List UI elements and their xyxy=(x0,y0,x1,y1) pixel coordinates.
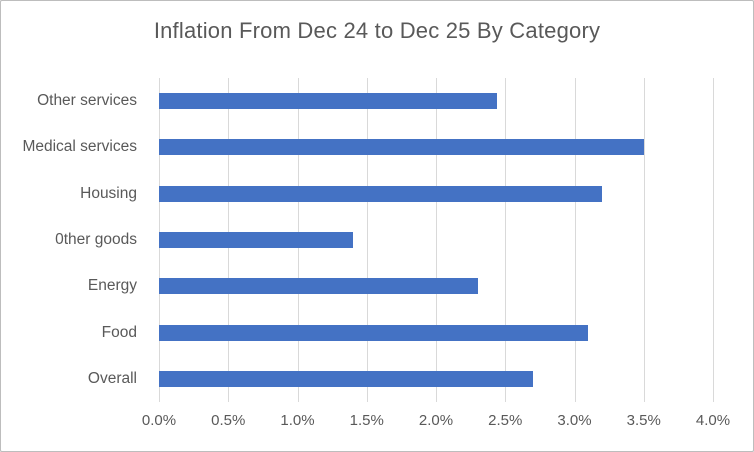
gridline xyxy=(505,78,507,402)
bar xyxy=(159,139,644,156)
x-tick-label: 2.0% xyxy=(418,412,454,429)
bar-row xyxy=(159,78,713,124)
bar xyxy=(159,370,533,387)
x-tick-label: 3.0% xyxy=(557,412,592,429)
gridline xyxy=(574,78,576,402)
category-axis: Other services Medical services Housing 0th… xyxy=(1,78,148,402)
category-label: Overall xyxy=(87,369,137,387)
bar xyxy=(159,93,497,110)
bar-row xyxy=(159,263,713,309)
category-label: Energy xyxy=(87,277,137,295)
gridline xyxy=(643,78,645,402)
gridline xyxy=(366,78,368,402)
gridline xyxy=(713,78,714,402)
x-tick-label: 2.5% xyxy=(488,412,523,429)
bar-row xyxy=(159,309,713,355)
x-tick-label: 1.5% xyxy=(349,412,384,429)
x-tick-label: 1.0% xyxy=(280,412,315,429)
bar xyxy=(159,185,603,202)
category-label: Medical services xyxy=(22,138,137,156)
bar-row xyxy=(159,124,713,170)
category-label: Food xyxy=(101,323,137,341)
x-tick-label: 0.5% xyxy=(211,412,246,429)
bars-layer xyxy=(159,78,713,402)
x-tick-label: 0.0% xyxy=(141,412,177,429)
x-tick-label: 3.5% xyxy=(626,412,661,429)
bar xyxy=(159,231,353,248)
bar-row xyxy=(159,171,713,217)
bar-row xyxy=(159,356,713,402)
gridline xyxy=(436,78,437,402)
x-tick-label: 4.0% xyxy=(695,412,731,429)
category-label: 0ther goods xyxy=(55,230,137,248)
chart-title: Inflation From Dec 24 to Dec 25 By Categ… xyxy=(153,18,601,43)
x-axis: 0.0% 0.5% 1.0% 1.5% 2.0% 2.5% 3.0% 3.5% 4.0% xyxy=(142,412,730,434)
category-label: Housing xyxy=(80,184,137,202)
bar xyxy=(159,278,478,295)
bar-row xyxy=(159,217,713,263)
bar xyxy=(159,324,589,341)
category-label: Other services xyxy=(37,92,137,110)
plot-area xyxy=(159,78,714,402)
